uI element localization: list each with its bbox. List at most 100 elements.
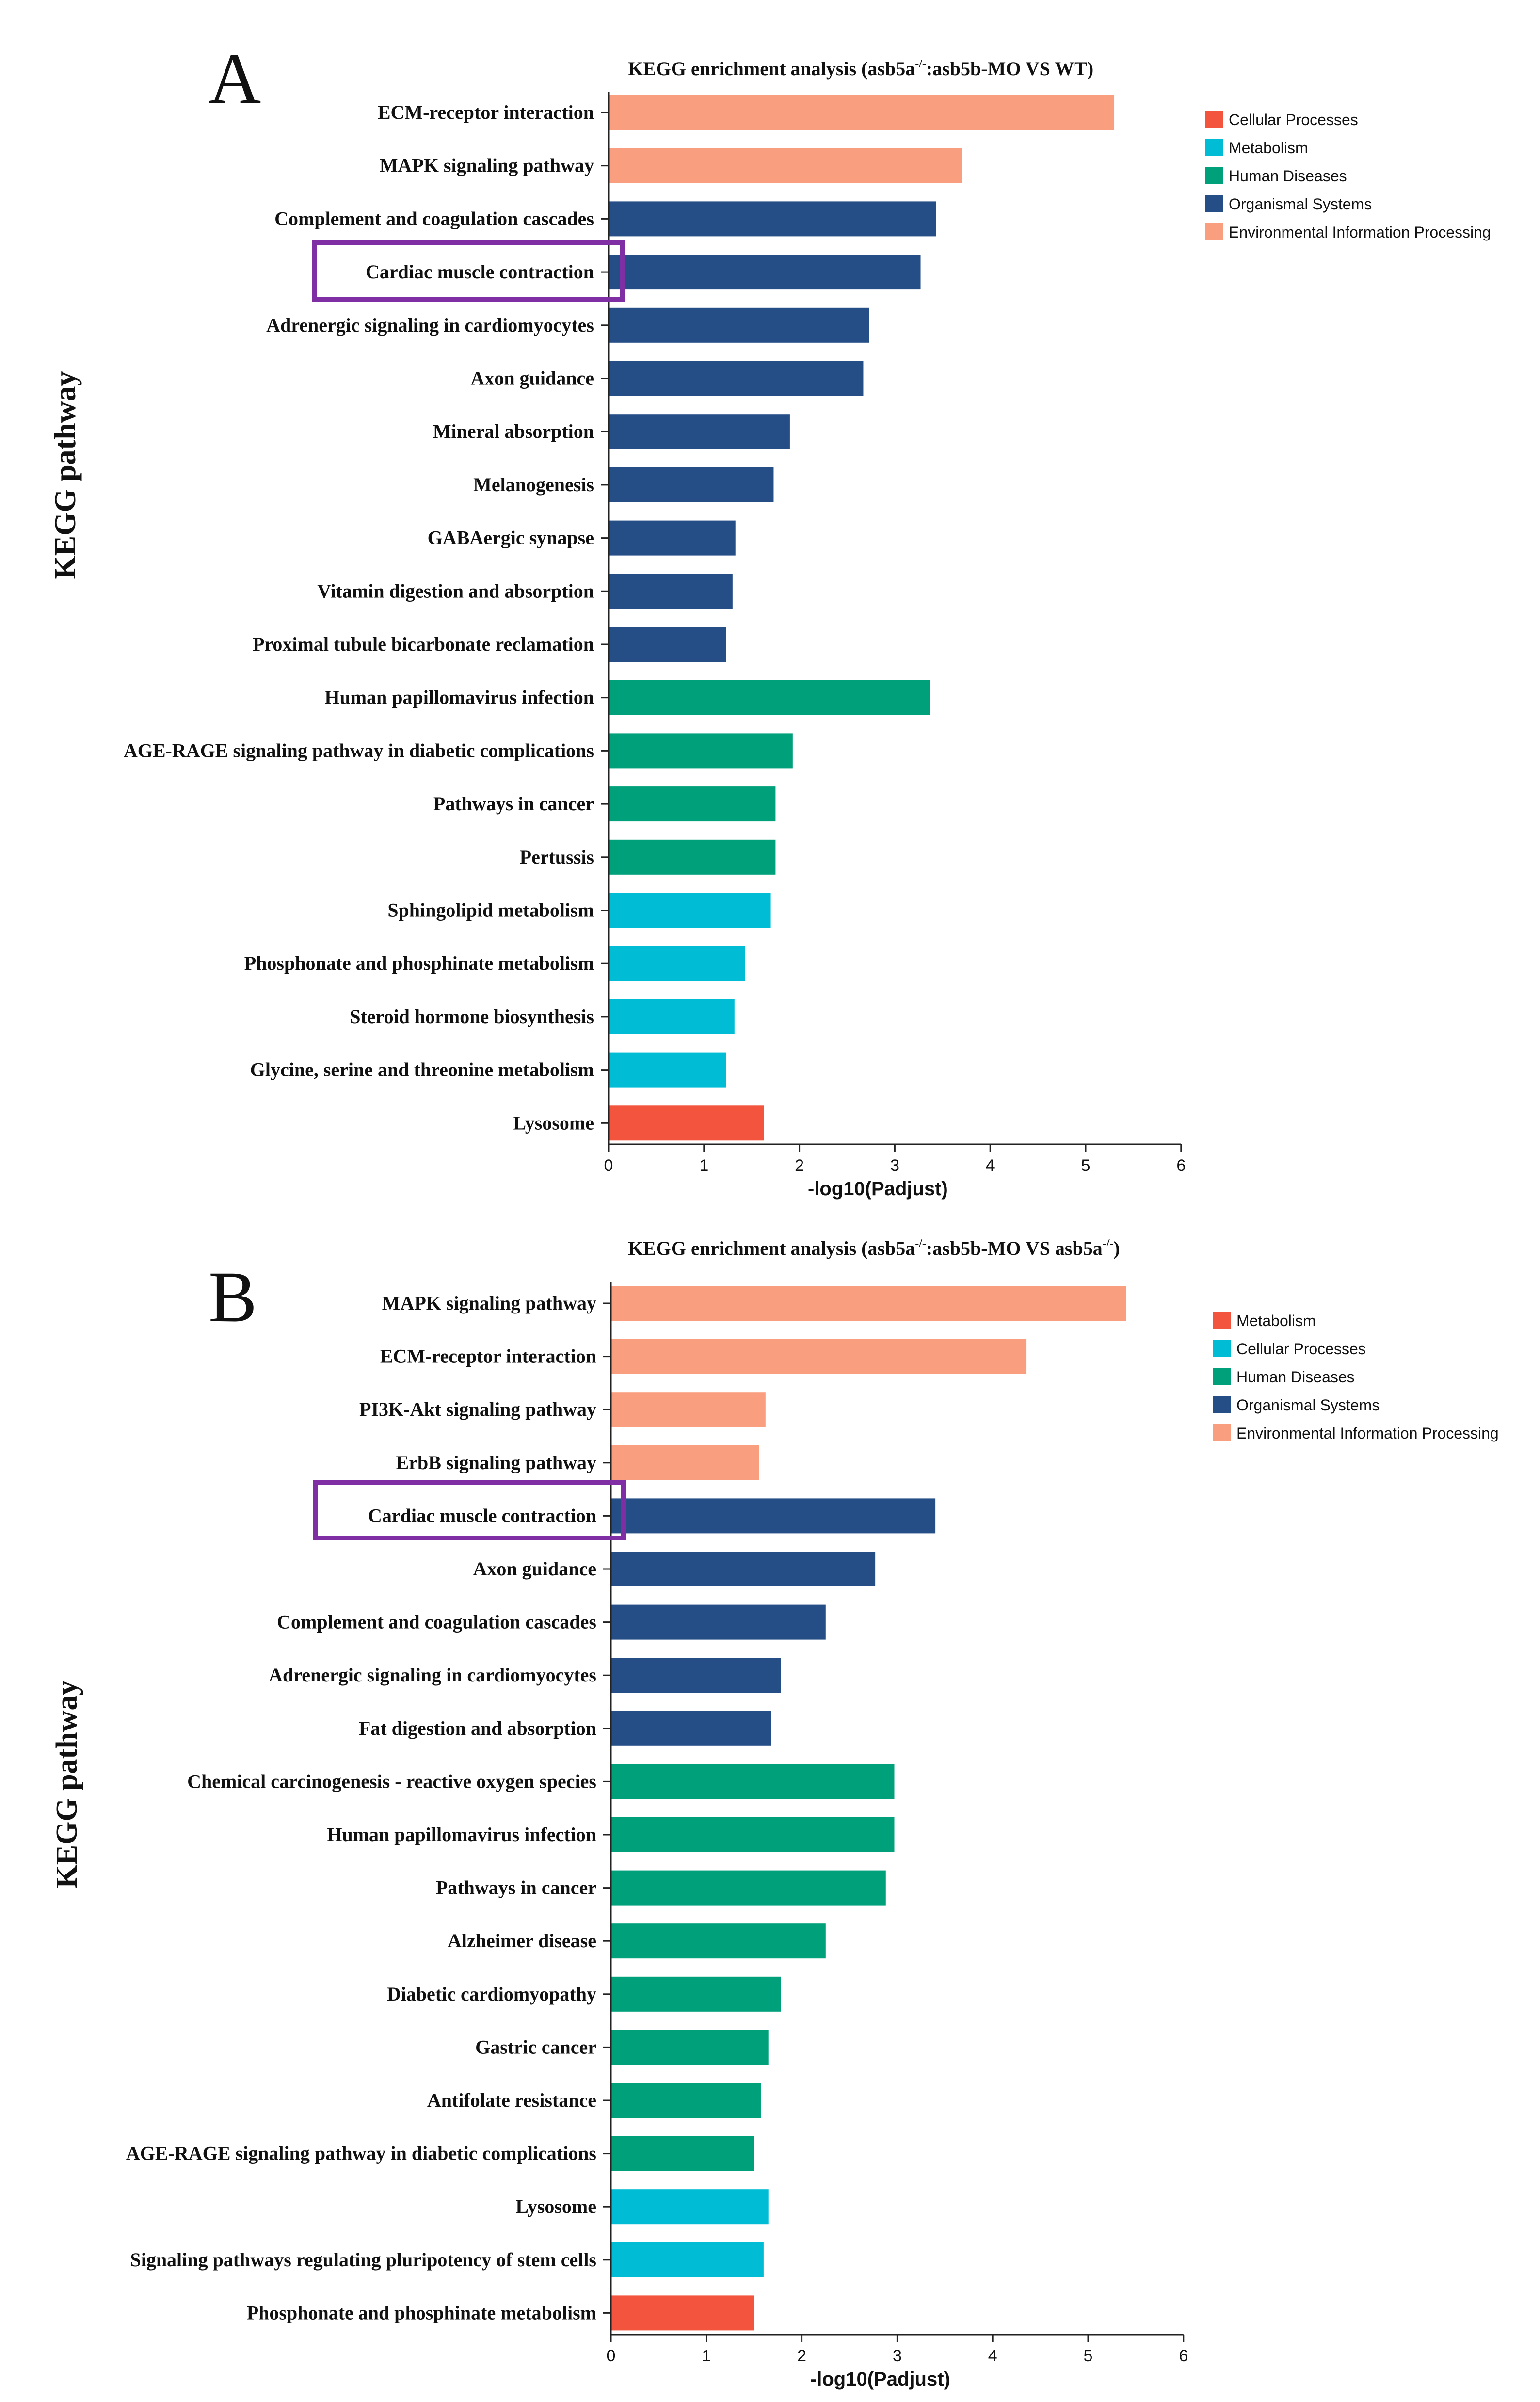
category-label: AGE-RAGE signaling pathway in diabetic c…: [126, 2143, 596, 2164]
category-label: Complement and coagulation cascades: [274, 208, 594, 229]
category-label: Phosphonate and phosphinate metabolism: [247, 2302, 596, 2323]
category-label: Steroid hormone biosynthesis: [350, 1006, 594, 1027]
panel-letter: A: [209, 38, 261, 119]
category-label: Human papillomavirus infection: [324, 687, 594, 708]
category-label: Glycine, serine and threonine metabolism: [250, 1059, 594, 1081]
bar: [609, 1105, 764, 1141]
category-label: Pathways in cancer: [436, 1877, 596, 1899]
x-tick-label: 1: [699, 1156, 708, 1175]
legend-swatch: [1205, 223, 1223, 240]
bar: [611, 1498, 936, 1534]
bar: [609, 95, 1115, 130]
legend-label: Cellular Processes: [1236, 1340, 1366, 1358]
bar: [609, 201, 936, 237]
category-label: Complement and coagulation cascades: [277, 1611, 596, 1633]
category-label: Adrenergic signaling in cardiomyocytes: [266, 314, 594, 336]
chart-title-main: KEGG enrichment analysis (asb5a: [628, 1237, 915, 1259]
bar: [609, 946, 745, 981]
bar: [611, 1711, 771, 1746]
y-axis-label: KEGG pathway: [50, 1681, 83, 1889]
bar: [611, 1445, 759, 1480]
x-tick-label: 3: [890, 1156, 899, 1175]
bar: [609, 999, 735, 1034]
bar: [611, 1286, 1126, 1321]
highlight-box: [312, 240, 625, 302]
bar: [609, 467, 774, 502]
bar: [611, 1658, 781, 1693]
bar: [611, 2242, 764, 2277]
legend-swatch: [1205, 167, 1223, 184]
legend-swatch: [1213, 1368, 1231, 1385]
bar: [609, 414, 790, 449]
legend-label: Human Diseases: [1229, 167, 1347, 185]
category-label: Proximal tubule bicarbonate reclamation: [253, 633, 594, 655]
legend-swatch: [1213, 1424, 1231, 1441]
category-label: Signaling pathways regulating pluripoten…: [130, 2249, 596, 2271]
legend-label: Metabolism: [1236, 1312, 1316, 1329]
x-tick-label: 0: [604, 1156, 613, 1175]
category-label: Melanogenesis: [473, 474, 594, 496]
x-axis-label: -log10(Padjust): [808, 1178, 948, 1200]
bar: [611, 1870, 886, 1906]
chart-title-superscript: -/-: [915, 1237, 926, 1250]
bar: [609, 255, 921, 290]
bar: [609, 1052, 726, 1088]
bar: [609, 307, 869, 343]
x-tick-label: 4: [988, 2347, 997, 2365]
bar: [609, 786, 776, 822]
legend-swatch: [1205, 111, 1223, 128]
x-tick-label: 6: [1176, 1156, 1186, 1175]
chart-title-rest: :asb5b-MO VS asb5a: [926, 1237, 1103, 1259]
category-label: Fat digestion and absorption: [359, 1717, 596, 1739]
chart-title: KEGG enrichment analysis (asb5a-/-:asb5b…: [628, 1237, 1120, 1259]
chart-title: KEGG enrichment analysis (asb5a-/-:asb5b…: [628, 58, 1093, 80]
chart-title-superscript: -/-: [915, 58, 926, 70]
chart-panel-A: A KEGG enrichment analysis (asb5a-/-:asb5…: [49, 38, 1491, 1200]
y-axis-label: KEGG pathway: [49, 371, 82, 579]
category-label: Sphingolipid metabolism: [387, 899, 594, 921]
category-label: MAPK signaling pathway: [380, 155, 594, 176]
bar: [611, 1923, 826, 1959]
legend-label: Cellular Processes: [1229, 111, 1358, 128]
x-tick-label: 3: [893, 2347, 902, 2365]
chart-title-superscript: -/-: [1103, 1237, 1114, 1250]
bar: [611, 2030, 769, 2065]
bar: [611, 1552, 876, 1586]
bar: [611, 1764, 895, 1799]
category-label: GABAergic synapse: [428, 527, 594, 549]
category-label: Antifolate resistance: [427, 2089, 596, 2111]
category-label: Chemical carcinogenesis - reactive oxyge…: [187, 1770, 596, 1792]
bar: [611, 2136, 754, 2171]
category-label: Phosphonate and phosphinate metabolism: [244, 952, 594, 974]
legend-label: Organismal Systems: [1229, 195, 1372, 213]
category-label: ECM-receptor interaction: [378, 101, 594, 123]
legend-label: Metabolism: [1229, 139, 1308, 157]
category-label: Cardiac muscle contraction: [366, 261, 594, 283]
category-label: Gastric cancer: [475, 2036, 596, 2058]
legend-label: Organismal Systems: [1236, 1396, 1380, 1414]
category-label: MAPK signaling pathway: [382, 1292, 596, 1314]
category-label: Mineral absorption: [433, 420, 594, 442]
category-label: Lysosome: [513, 1112, 594, 1134]
category-label: Cardiac muscle contraction: [368, 1505, 596, 1526]
category-label: AGE-RAGE signaling pathway in diabetic c…: [124, 739, 594, 761]
bar: [611, 1976, 781, 2012]
x-tick-label: 2: [795, 1156, 804, 1175]
panel-letter: B: [209, 1257, 257, 1337]
chart-title-rest: :asb5b-MO VS WT): [926, 58, 1093, 80]
x-tick-label: 1: [702, 2347, 711, 2365]
legend-label: Human Diseases: [1236, 1368, 1355, 1386]
bar: [609, 839, 776, 875]
bar: [611, 1392, 766, 1427]
bar: [609, 893, 771, 928]
bar: [609, 733, 793, 769]
x-tick-label: 5: [1084, 2347, 1093, 2365]
legend-swatch: [1205, 195, 1223, 212]
legend-swatch: [1205, 139, 1223, 156]
bar: [609, 148, 962, 183]
x-tick-label: 6: [1179, 2347, 1188, 2365]
category-label: Diabetic cardiomyopathy: [387, 1983, 596, 2005]
